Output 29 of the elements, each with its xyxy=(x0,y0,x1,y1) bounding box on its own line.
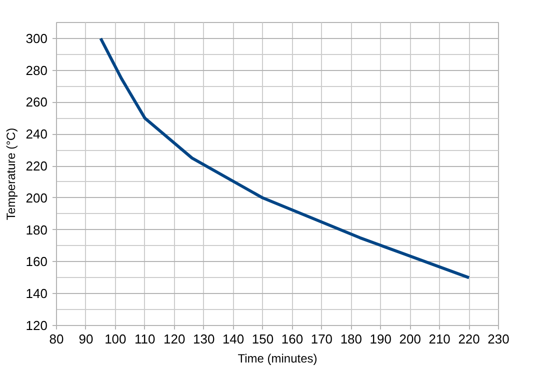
x-tick-label: 160 xyxy=(281,332,304,346)
x-tick-label: 220 xyxy=(458,332,480,346)
x-tick-label: 100 xyxy=(104,332,126,346)
y-tick-label: 220 xyxy=(26,158,48,174)
y-tick-label: 200 xyxy=(26,190,48,206)
x-tick-label: 80 xyxy=(49,332,64,346)
x-tick-label: 180 xyxy=(340,332,362,346)
y-tick-label: 120 xyxy=(26,318,48,333)
x-axis-title: Time (minutes) xyxy=(238,352,318,366)
x-tick-label: 150 xyxy=(252,332,274,346)
x-tick-label: 210 xyxy=(428,332,450,346)
y-tick-label: 300 xyxy=(26,30,48,46)
y-tick-label: 140 xyxy=(26,286,48,302)
x-tick-label: 90 xyxy=(78,332,94,346)
y-tick-label: 160 xyxy=(26,254,48,270)
y-tick-label: 240 xyxy=(26,126,48,142)
y-tick-label: 180 xyxy=(26,222,48,238)
line-series xyxy=(99,36,471,280)
x-tick-label: 230 xyxy=(488,332,510,346)
x-tick-label: 200 xyxy=(399,332,421,346)
y-tick-label: 260 xyxy=(26,94,48,110)
y-axis-title: Temperature (°C) xyxy=(4,128,18,220)
x-tick-label: 110 xyxy=(134,332,156,346)
x-tick-label: 120 xyxy=(164,332,186,346)
x-tick-label: 190 xyxy=(370,332,392,346)
y-tick-label: 280 xyxy=(26,62,48,78)
x-tick-label: 130 xyxy=(192,332,215,346)
x-tick-label: 140 xyxy=(222,332,244,346)
x-tick-label: 170 xyxy=(310,332,333,346)
